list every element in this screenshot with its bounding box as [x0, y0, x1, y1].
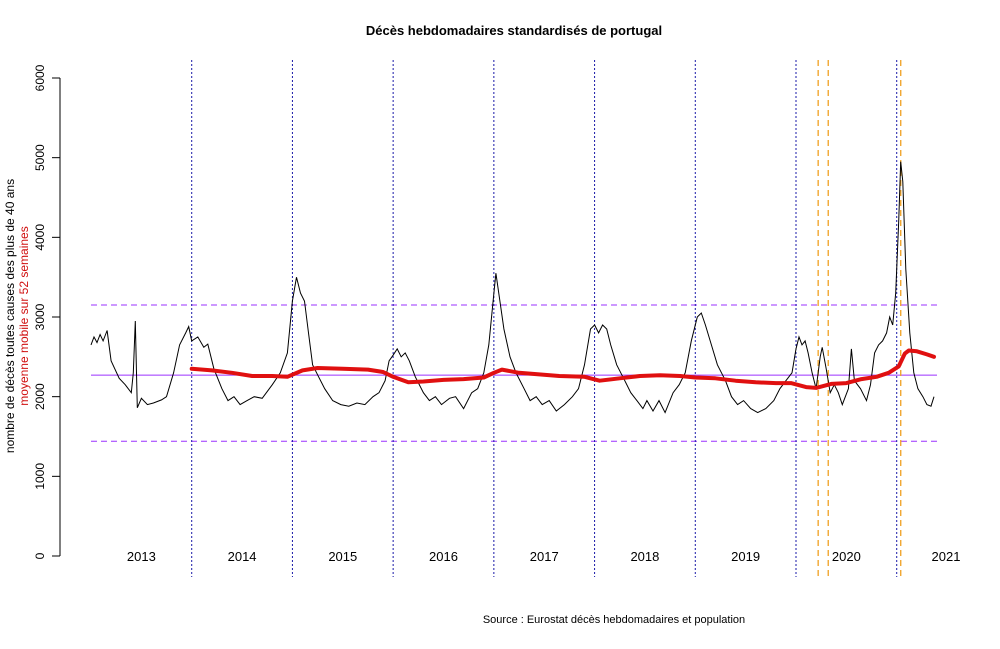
series-group — [90, 161, 936, 414]
y-axis: 0 1000 2000 3000 4000 5000 6000 — [33, 64, 61, 559]
year-label: 2017 — [530, 549, 559, 564]
y-tick-label: 1000 — [33, 463, 47, 490]
year-label: 2016 — [429, 549, 458, 564]
y-tick-label: 3000 — [33, 303, 47, 330]
y-axis-label-secondary: moyenne mobile sur 52 semaines — [17, 226, 31, 405]
y-tick-label: 4000 — [33, 224, 47, 251]
y-ticks: 0 1000 2000 3000 4000 5000 6000 — [33, 64, 60, 559]
year-label: 2018 — [630, 549, 659, 564]
chart-title: Décès hebdomadaires standardisés de port… — [366, 23, 662, 38]
weekly-deaths-line — [90, 161, 935, 414]
y-tick-label: 2000 — [33, 383, 47, 410]
year-label: 2021 — [932, 549, 961, 564]
reference-lines — [91, 60, 937, 577]
year-label: 2014 — [228, 549, 257, 564]
y-tick-label: 5000 — [33, 144, 47, 171]
moving-average-line — [189, 348, 936, 390]
year-label: 2013 — [127, 549, 156, 564]
y-tick-label: 0 — [33, 552, 47, 559]
year-labels: 2013 2014 2015 2016 2017 2018 2019 2020 2021 — [127, 549, 961, 564]
year-label: 2019 — [731, 549, 760, 564]
y-axis-label: nombre de décès toutes causes des plus d… — [3, 179, 17, 453]
source-note: Source : Eurostat décès hebdomadaires et… — [483, 614, 745, 626]
year-label: 2020 — [832, 549, 861, 564]
year-label: 2015 — [328, 549, 357, 564]
y-tick-label: 6000 — [33, 64, 47, 91]
